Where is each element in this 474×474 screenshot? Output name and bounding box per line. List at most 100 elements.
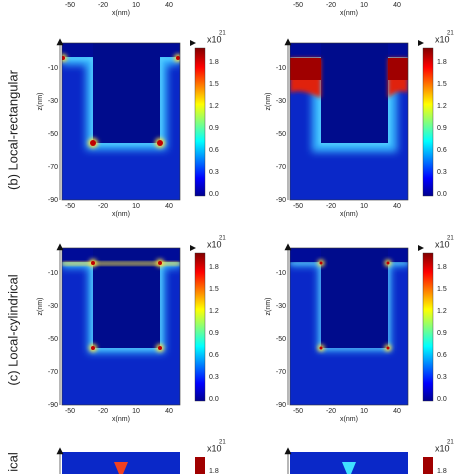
hotspot-core xyxy=(176,56,180,60)
heatmap xyxy=(290,43,408,200)
colorbar-tick-label: 0.6 xyxy=(209,147,219,154)
hotspot-core xyxy=(158,261,162,265)
heatmap-panel: -10 -30 -50 -70 -90 z(nm) 1.8 1.5 1.2 0.9 0.6 0.3 0.… xyxy=(37,31,226,204)
y-tick-label: -90 xyxy=(276,402,286,409)
colorbar-multiplier: x10 xyxy=(435,443,450,453)
y-tick-label: -10 xyxy=(276,65,286,72)
colorbar-tick-label: 0.6 xyxy=(437,352,447,359)
trench xyxy=(321,248,388,348)
x-tick-label: 10 xyxy=(132,203,140,210)
x-axis-label: x(nm) xyxy=(340,10,358,17)
heatmap-panel: -10 -30 -50 -70 -90 z(nm) 1.8 1.5 1.2 0.9 0.6 0.3 0.… xyxy=(37,236,226,409)
colorbar-tick-label: 0.0 xyxy=(437,396,447,403)
colorbar-tick-label: 0.3 xyxy=(437,374,447,381)
tip xyxy=(114,462,128,474)
x-axis-label: x(nm) xyxy=(340,416,358,423)
x-tick-label: -20 xyxy=(326,2,336,9)
colorbar-tick-label: 0.3 xyxy=(209,374,219,381)
x-tick-label: -20 xyxy=(98,203,108,210)
x-tick-label: 40 xyxy=(165,203,173,210)
colorbar xyxy=(422,47,434,197)
x-arrow xyxy=(418,245,424,251)
row-label: (b) Local-rectangular xyxy=(5,69,20,190)
x-tick-label: -50 xyxy=(293,2,303,9)
colorbar xyxy=(194,47,206,197)
hotspot-core xyxy=(62,56,65,60)
heatmap xyxy=(290,248,408,405)
tip xyxy=(342,462,356,474)
colorbar-tick-label: 0.0 xyxy=(209,191,219,198)
colorbar-tick-label: 1.8 xyxy=(209,59,219,66)
colorbar-tick-label: 0.3 xyxy=(209,169,219,176)
x-tick-label: 10 xyxy=(360,203,368,210)
heatmap xyxy=(62,248,180,405)
colorbar-multiplier: x10 xyxy=(207,443,222,453)
y-tick-label: -70 xyxy=(276,369,286,376)
y-arrow xyxy=(56,447,64,474)
colorbar-tick-label: 1.5 xyxy=(209,81,219,88)
colorbar-tick-label: 0.6 xyxy=(209,352,219,359)
hotspot-core xyxy=(319,346,323,350)
hotspot-core xyxy=(386,346,390,350)
x-axis-label: x(nm) xyxy=(112,10,130,17)
y-tick-label: -50 xyxy=(276,336,286,343)
y-tick-label: -70 xyxy=(48,164,58,171)
x-tick-label: -50 xyxy=(65,408,75,415)
x-tick-label: 10 xyxy=(132,2,140,9)
y-tick-label: -50 xyxy=(276,131,286,138)
x-tick-label: 10 xyxy=(360,2,368,9)
x-arrow xyxy=(190,40,196,46)
y-arrow xyxy=(56,38,64,200)
colorbar-tick-label: 1.2 xyxy=(209,103,219,110)
y-tick-label: -50 xyxy=(48,336,58,343)
colorbar-exponent: 21 xyxy=(219,236,226,242)
x-tick-label: -20 xyxy=(326,408,336,415)
x-tick-label: -50 xyxy=(293,203,303,210)
trench xyxy=(93,43,160,143)
colorbar-tick-label: 0.9 xyxy=(209,330,219,337)
y-tick-label: -30 xyxy=(276,303,286,310)
x-tick-label: 10 xyxy=(132,408,140,415)
y-axis-label: z(nm) xyxy=(37,93,44,111)
hotspot-core xyxy=(158,346,162,350)
colorbar-multiplier: x10 xyxy=(207,34,222,44)
colorbar-tick-label: 1.8 xyxy=(437,264,447,271)
colorbar-tick-label: 0.6 xyxy=(437,147,447,154)
colorbar-tick-label: 1.8 xyxy=(437,59,447,66)
y-tick-label: -30 xyxy=(48,303,58,310)
colorbar-exponent: 21 xyxy=(447,31,454,37)
frame xyxy=(289,247,409,406)
trench xyxy=(321,43,388,143)
x-tick-label: -20 xyxy=(98,408,108,415)
colorbar-multiplier: x10 xyxy=(435,34,450,44)
x-tick-label: 40 xyxy=(393,2,401,9)
y-tick-label: -10 xyxy=(48,270,58,277)
y-arrow xyxy=(56,243,64,405)
colorbar-exponent: 21 xyxy=(219,31,226,37)
x-tick-label: 10 xyxy=(360,408,368,415)
y-arrow xyxy=(284,38,292,200)
hotspot-core xyxy=(386,261,390,265)
x-tick-label: 40 xyxy=(165,2,173,9)
y-tick-label: -70 xyxy=(48,369,58,376)
x-axis-label: x(nm) xyxy=(112,211,130,218)
y-tick-label: -90 xyxy=(48,197,58,204)
row-label: ical xyxy=(5,452,20,472)
colorbar-tick-label: 1.2 xyxy=(209,308,219,315)
y-tick-label: -10 xyxy=(276,270,286,277)
y-tick-label: -50 xyxy=(48,131,58,138)
y-axis-label: z(nm) xyxy=(37,298,44,316)
hot-core-right xyxy=(388,58,408,80)
colorbar-exponent: 21 xyxy=(447,440,454,446)
hot-core-left xyxy=(290,58,321,80)
x-axis-label: x(nm) xyxy=(112,416,130,423)
colorbar-tick-label: 1.5 xyxy=(437,286,447,293)
frame xyxy=(289,42,409,201)
surface-line xyxy=(62,262,180,265)
colorbar-tick-label: 1.8 xyxy=(209,264,219,271)
colorbar-tick-label: 1.8 xyxy=(437,468,447,474)
colorbar-tick-label: 0.9 xyxy=(437,330,447,337)
x-tick-label: -50 xyxy=(293,408,303,415)
y-arrow xyxy=(284,243,292,405)
